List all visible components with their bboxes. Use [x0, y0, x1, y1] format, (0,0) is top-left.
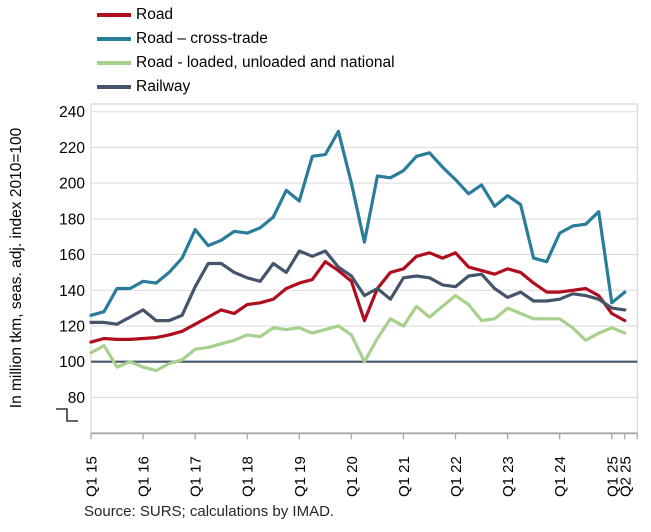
x-tick-label-Q1-23: Q1 23: [500, 456, 517, 497]
legend-line-cross-trade-icon: [97, 37, 131, 41]
y-tick-label-80: 80: [68, 390, 86, 407]
y-tick-label-200: 200: [59, 176, 85, 193]
series-line-railway: [89, 249, 627, 326]
axis-break-icon: [56, 408, 78, 422]
x-tick-label-Q1-16: Q1 16: [136, 456, 153, 497]
legend-label-road: Road: [136, 6, 174, 23]
y-tick-label-220: 220: [59, 140, 85, 157]
legend-label-loaded: Road - loaded, unloaded and national: [136, 54, 395, 71]
x-tick-label-Q1-15: Q1 15: [84, 456, 101, 497]
series-line-road-cross-trade: [89, 129, 627, 317]
y-tick-label-240: 240: [59, 104, 85, 121]
x-tick-label-Q1-20: Q1 20: [344, 456, 361, 497]
x-tick-label-Q1-17: Q1 17: [188, 456, 205, 497]
legend-item-railway: Railway: [97, 75, 395, 99]
x-tick-label-Q1-22: Q1 22: [448, 456, 465, 497]
legend-line-railway-icon: [97, 85, 131, 89]
x-tick-label-Q1-19: Q1 19: [292, 456, 309, 497]
legend: Road Road – cross-trade Road - loaded, u…: [97, 3, 395, 99]
y-tick-label-180: 180: [59, 211, 85, 228]
x-tick-label-Q1-25: Q1 25: [604, 456, 621, 497]
y-axis-title: In million tkm, seas. adj. index 2010=10…: [8, 127, 25, 409]
x-tick-label-Q1-18: Q1 18: [240, 456, 257, 497]
legend-line-loaded-icon: [97, 61, 131, 65]
series-line-road-loaded-unloaded-and-national: [89, 294, 627, 373]
legend-item-road: Road: [97, 3, 395, 27]
x-tick-label-Q1-24: Q1 24: [552, 456, 569, 497]
legend-label-cross-trade: Road – cross-trade: [136, 30, 268, 47]
y-tick-label-140: 140: [59, 283, 85, 300]
legend-label-railway: Railway: [136, 78, 191, 95]
legend-item-loaded: Road - loaded, unloaded and national: [97, 51, 395, 75]
y-tick-label-120: 120: [59, 318, 85, 335]
y-tick-label-160: 160: [59, 247, 85, 264]
x-tick-label-Q2-25: Q2 25: [617, 456, 634, 497]
legend-item-cross-trade: Road – cross-trade: [97, 27, 395, 51]
legend-line-road-icon: [97, 13, 131, 17]
x-tick-label-Q1-21: Q1 21: [396, 456, 413, 497]
source-note: Source: SURS; calculations by IMAD.: [84, 503, 335, 520]
y-tick-label-100: 100: [59, 354, 85, 371]
series-line-road: [89, 251, 627, 344]
